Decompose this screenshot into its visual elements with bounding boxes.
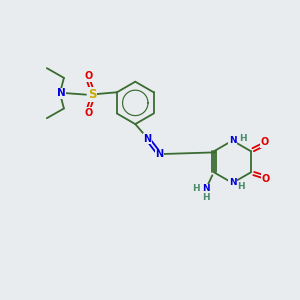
Text: H: H (193, 184, 200, 193)
Text: O: O (84, 108, 92, 118)
Text: N: N (57, 88, 65, 98)
Text: O: O (262, 174, 270, 184)
Text: O: O (84, 71, 92, 81)
Text: O: O (261, 137, 269, 147)
Text: H: H (238, 134, 246, 143)
Text: H: H (202, 193, 210, 202)
Text: N: N (202, 184, 210, 194)
Text: N: N (144, 134, 152, 144)
Text: S: S (88, 88, 96, 101)
Text: H: H (238, 182, 245, 191)
Text: N: N (229, 178, 236, 188)
Text: N: N (229, 136, 236, 145)
Text: N: N (155, 149, 164, 159)
